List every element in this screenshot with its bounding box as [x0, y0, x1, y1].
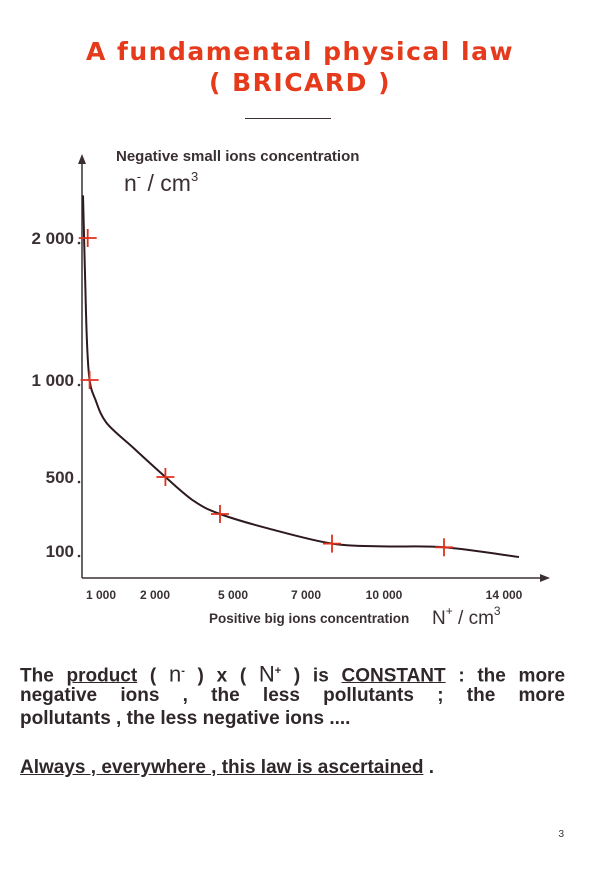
y-tick-label: 100	[46, 542, 74, 561]
measured-points	[78, 229, 453, 557]
chart-axes	[78, 154, 550, 582]
page-number: 3	[558, 829, 564, 840]
axis-labels: Negative small ions concentration n- / cm…	[116, 148, 501, 629]
x-axis-label: Positive big ions concentration	[209, 611, 409, 626]
title-line-2: ( BRICARD )	[208, 68, 392, 97]
y-axis-unit: n- / cm3	[124, 169, 198, 196]
title-line-1: A fundamental physical law	[85, 37, 515, 66]
title-divider	[245, 118, 331, 119]
y-tick-dot	[77, 383, 81, 387]
y-tick-dot	[77, 480, 81, 484]
y-tick-label: 500	[46, 468, 74, 487]
x-tick-label: 1 000	[86, 588, 116, 602]
y-axis-label: Negative small ions concentration	[116, 148, 359, 165]
chart: 1 000 2 000 5 000 7 000 10 000 14 000 2 000 1 0…	[31, 148, 550, 629]
x-axis-unit: N+ / cm3	[432, 604, 501, 629]
statement-line-1: The product ( n- ) x ( N+ ) is CONSTANT …	[20, 661, 566, 687]
word-product: product	[66, 665, 138, 687]
fitted-curve	[82, 195, 520, 558]
conclusion-line: Always , everywhere , this law is ascert…	[20, 757, 434, 778]
statement-line-2: negative ions , the less pollutants ; th…	[20, 685, 565, 706]
y-tick-dot	[77, 554, 81, 558]
x-tick-label: 14 000	[486, 588, 523, 602]
ticks: 1 000 2 000 5 000 7 000 10 000 14 000 2 000 1 0…	[31, 229, 522, 602]
word-constant: CONSTANT	[341, 665, 446, 687]
x-tick-label: 5 000	[218, 588, 248, 602]
y-axis-arrow	[78, 154, 86, 164]
y-tick-dot	[77, 241, 81, 245]
x-axis-arrow	[540, 574, 550, 582]
y-tick-label: 1 000	[31, 371, 74, 390]
x-tick-label: 7 000	[291, 588, 321, 602]
y-tick-label: 2 000	[31, 229, 74, 248]
x-tick-label: 2 000	[140, 588, 170, 602]
x-tick-label: 10 000	[366, 588, 403, 602]
statement-line-3: pollutants , the less negative ions ....	[20, 708, 351, 729]
